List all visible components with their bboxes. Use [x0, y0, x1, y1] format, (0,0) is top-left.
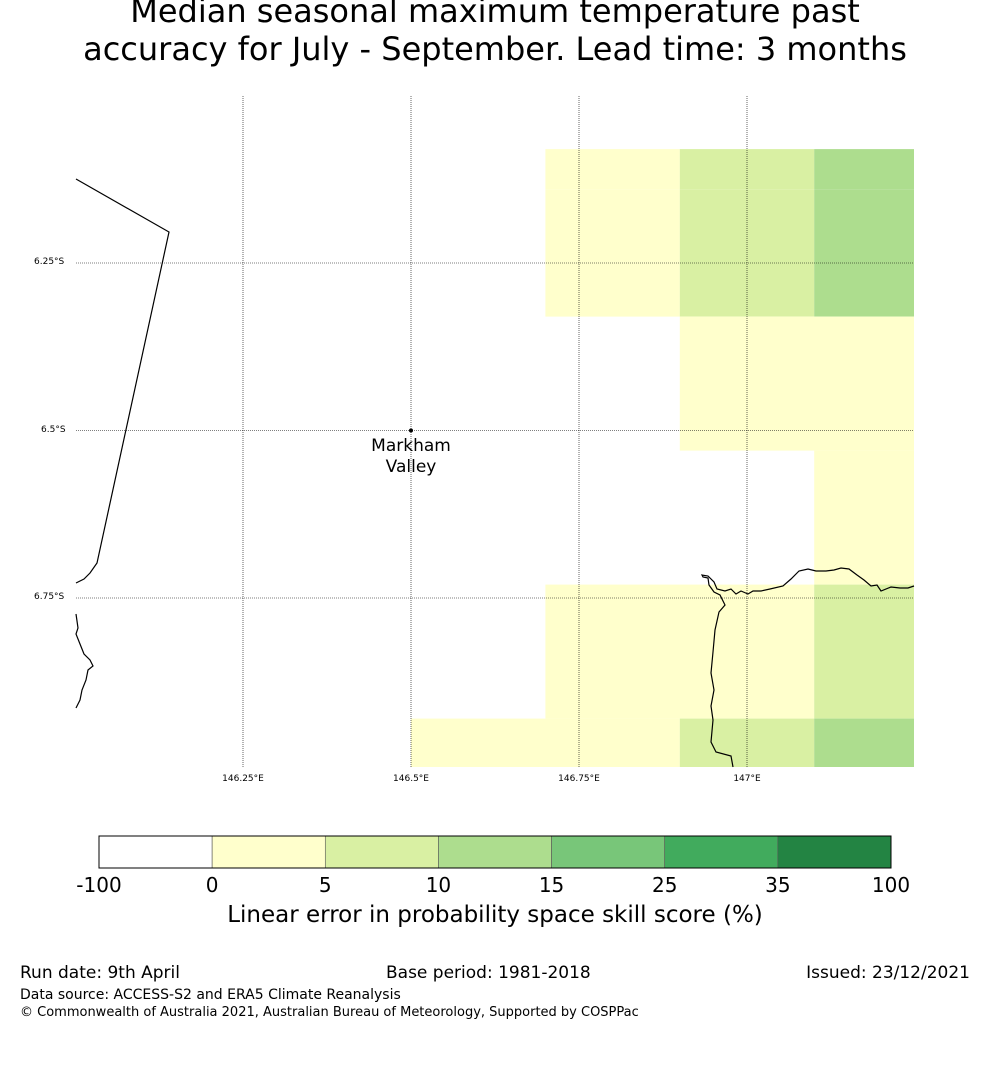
coastline-west-lower	[75, 613, 94, 709]
skill-cell	[679, 149, 815, 190]
skill-cell	[814, 584, 914, 719]
colorbar-swatch	[438, 835, 552, 869]
run-date: Run date: 9th April	[20, 963, 180, 983]
colorbar-tick-label: 15	[538, 873, 565, 897]
coastline	[75, 178, 915, 768]
skill-cell	[814, 450, 914, 585]
skill-cell	[545, 584, 815, 719]
colorbar-tick-label: 0	[205, 873, 219, 897]
colorbar-tick-label: 35	[765, 873, 791, 897]
colorbar-tick-label: 25	[651, 873, 678, 897]
longitude-label: 146.75°E	[558, 774, 600, 784]
skill-score-cells	[411, 149, 914, 767]
skill-cell	[814, 718, 914, 767]
coastline-east	[700, 567, 915, 768]
coastline-west	[75, 178, 170, 584]
skill-cell	[679, 316, 914, 451]
longitude-label: 146.25°E	[222, 774, 264, 784]
longitude-label: 147°E	[733, 774, 761, 784]
colorbar-swatch	[777, 835, 892, 869]
markham-valley-marker	[409, 428, 413, 433]
skill-cell	[411, 718, 680, 767]
copyright: © Commonwealth of Australia 2021, Austra…	[20, 1005, 639, 1020]
base-period: Base period: 1981-2018	[386, 963, 591, 983]
colorbar-label: Linear error in probability space skill …	[227, 902, 763, 928]
colorbar-swatch	[664, 835, 779, 869]
skill-cell	[814, 149, 914, 190]
place-label-markham-valley: Markham Valley	[371, 435, 451, 477]
skill-cell	[545, 189, 680, 317]
skill-cell	[545, 149, 680, 190]
colorbar-tick-label: -100	[76, 873, 122, 897]
colorbar-swatch	[324, 835, 439, 869]
longitude-label: 146.5°E	[393, 774, 429, 784]
map-title: Median seasonal maximum temperature past…	[83, 0, 907, 68]
colorbar-tick-label: 5	[318, 873, 332, 897]
colorbar-swatch	[98, 835, 213, 869]
colorbar	[98, 835, 892, 869]
issued-date: Issued: 23/12/2021	[806, 963, 970, 983]
colorbar-swatch	[211, 835, 326, 869]
colorbar-tick-label: 10	[425, 873, 452, 897]
latitude-label: 6.25°S	[34, 257, 65, 267]
colorbar-frame	[98, 835, 892, 869]
data-source: Data source: ACCESS-S2 and ERA5 Climate …	[20, 987, 401, 1003]
colorbar-swatch	[551, 835, 666, 869]
graticule	[76, 96, 914, 767]
latitude-label: 6.5°S	[41, 424, 66, 435]
colorbar-tick-label: 100	[871, 873, 911, 897]
skill-cell	[814, 189, 914, 317]
latitude-label: 6.75°S	[34, 592, 65, 602]
